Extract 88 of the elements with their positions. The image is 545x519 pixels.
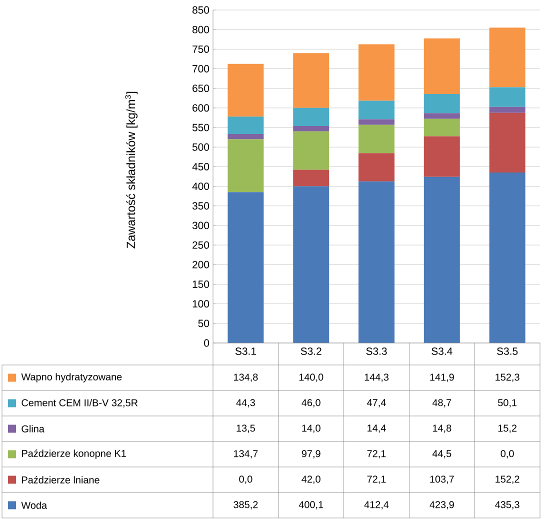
data-label: 47,4 bbox=[367, 399, 386, 408]
data-label: 48,7 bbox=[432, 399, 452, 408]
data-label: 385,2 bbox=[234, 501, 258, 510]
y-tick-label: 200 bbox=[192, 260, 210, 268]
bar bbox=[489, 112, 526, 172]
y-tick-label: 500 bbox=[192, 143, 210, 151]
y-tick-label: 550 bbox=[192, 124, 210, 132]
data-label: 44,5 bbox=[432, 450, 452, 458]
bar bbox=[489, 28, 526, 88]
data-label: 0,0 bbox=[239, 476, 252, 484]
data-label: 72,1 bbox=[367, 476, 386, 484]
legend-label: Cement CEM II/B-V 32,5R bbox=[22, 398, 138, 408]
y-tick-label: 800 bbox=[192, 26, 210, 34]
y-tick-label: 750 bbox=[192, 45, 210, 53]
legend-label: Glina bbox=[22, 425, 44, 432]
bar bbox=[293, 126, 330, 132]
y-tick-label: 50 bbox=[198, 320, 210, 328]
data-label: 72,1 bbox=[367, 450, 386, 458]
data-label: 435,3 bbox=[495, 501, 520, 510]
y-tick-label: 600 bbox=[192, 104, 210, 112]
bar bbox=[424, 176, 460, 343]
x-tick-label: S3.3 bbox=[366, 348, 387, 355]
data-label: 13,5 bbox=[236, 424, 255, 433]
bar bbox=[228, 192, 264, 343]
bar bbox=[358, 44, 395, 101]
data-label: 14,0 bbox=[302, 424, 320, 433]
bar bbox=[358, 153, 395, 182]
y-tick-label: 150 bbox=[192, 280, 210, 288]
data-label: 42,0 bbox=[302, 476, 320, 484]
data-label: 15,2 bbox=[498, 424, 516, 433]
bar bbox=[358, 100, 395, 120]
legend-label: Paździerze lniane bbox=[22, 476, 100, 484]
data-label: 14,8 bbox=[432, 424, 452, 433]
bar bbox=[424, 118, 460, 136]
bar bbox=[228, 134, 264, 140]
bar bbox=[424, 38, 460, 94]
data-label: 44,3 bbox=[236, 399, 255, 408]
bar bbox=[424, 113, 460, 119]
bar bbox=[424, 136, 460, 177]
bar bbox=[424, 94, 460, 114]
data-label: 46,0 bbox=[302, 399, 320, 408]
x-tick-label: S3.4 bbox=[432, 348, 452, 355]
y-tick-label: 300 bbox=[192, 222, 210, 230]
data-label: 140,0 bbox=[299, 374, 324, 382]
data-label: 0,0 bbox=[500, 450, 514, 458]
y-tick-label: 400 bbox=[192, 182, 210, 190]
data-label: 152,3 bbox=[496, 374, 520, 382]
x-tick-label: S3.1 bbox=[235, 348, 256, 355]
data-label: 400,1 bbox=[298, 501, 324, 510]
data-label: 152,2 bbox=[496, 476, 520, 484]
data-label: 412,4 bbox=[364, 501, 389, 510]
legend-label: Paździerze konopne K1 bbox=[22, 450, 126, 459]
bar bbox=[228, 116, 264, 134]
bar bbox=[358, 124, 395, 154]
bar bbox=[358, 119, 395, 125]
y-tick-label: 350 bbox=[192, 202, 210, 210]
data-label: 103,7 bbox=[430, 476, 454, 484]
bar bbox=[293, 108, 330, 126]
y-axis-title: Zawartość składników [kg/m$^{3}$] bbox=[125, 92, 138, 248]
data-label: 50,1 bbox=[498, 399, 517, 408]
y-tick-label: 100 bbox=[192, 300, 210, 308]
y-tick-label: 650 bbox=[192, 84, 210, 92]
data-label: 141,9 bbox=[430, 374, 454, 382]
y-tick-label: 850 bbox=[192, 6, 210, 14]
data-label: 134,7 bbox=[234, 450, 258, 458]
x-tick-label: S3.5 bbox=[497, 348, 518, 355]
data-label: 134,8 bbox=[234, 374, 258, 382]
bar bbox=[293, 53, 330, 108]
bar bbox=[293, 186, 330, 343]
bar bbox=[228, 64, 264, 117]
bar bbox=[489, 106, 526, 113]
legend-label: Woda bbox=[21, 502, 48, 509]
bar bbox=[489, 87, 526, 107]
y-tick-label: 0 bbox=[204, 339, 210, 347]
x-tick-label: S3.2 bbox=[300, 348, 322, 355]
bar bbox=[489, 172, 526, 343]
y-tick-label: 450 bbox=[192, 163, 210, 170]
legend-label: Wapno hydratyzowane bbox=[21, 373, 122, 382]
bar bbox=[228, 139, 264, 192]
data-label: 97,9 bbox=[302, 450, 320, 458]
data-label: 423,9 bbox=[430, 501, 454, 510]
data-label: 144,3 bbox=[364, 374, 389, 382]
bar bbox=[293, 131, 330, 170]
data-label: 14,4 bbox=[368, 424, 386, 433]
y-tick-label: 250 bbox=[192, 241, 210, 249]
bar bbox=[358, 181, 395, 343]
bar bbox=[293, 170, 330, 186]
y-tick-label: 700 bbox=[192, 65, 210, 72]
